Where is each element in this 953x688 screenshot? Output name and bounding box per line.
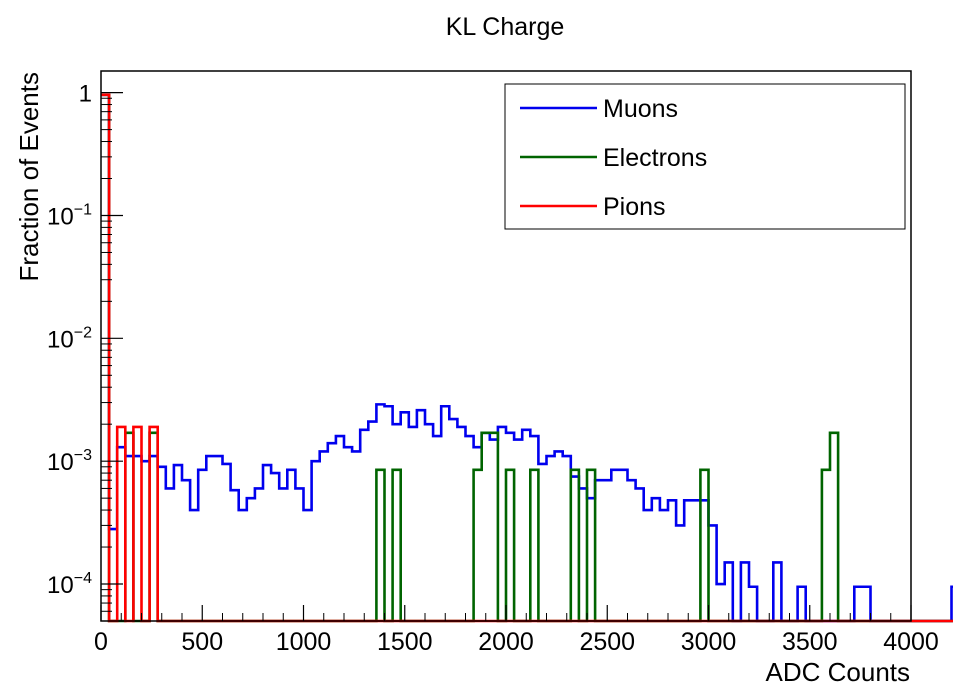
legend: Muons Electrons Pions — [504, 83, 906, 230]
x-tick-label: 2500 — [579, 628, 635, 656]
x-tick-label: 1500 — [377, 628, 433, 656]
y-axis: 10−4 10−3 10−2 10−1 1 — [47, 81, 123, 622]
x-tick-label: 0 — [94, 628, 108, 656]
x-tick-label: 3000 — [681, 628, 737, 656]
legend-label-muons: Muons — [603, 95, 678, 123]
x-tick-label: 2000 — [478, 628, 534, 656]
x-tick-label: 4000 — [883, 628, 939, 656]
x-tick-label: 1000 — [276, 628, 332, 656]
y-axis-label: Fraction of Events — [14, 72, 44, 282]
x-tick-label: 500 — [181, 628, 223, 656]
y-tick-label: 10−2 — [47, 324, 92, 353]
legend-label-electrons: Electrons — [603, 144, 707, 172]
x-tick-label: 3500 — [782, 628, 838, 656]
x-axis: 0 500 1000 1500 2000 2500 3000 3500 4000 — [94, 605, 939, 656]
chart-title: KL Charge — [446, 13, 565, 41]
legend-label-pions: Pions — [603, 193, 666, 221]
series-line-muons — [101, 93, 953, 623]
y-tick-label: 10−4 — [47, 570, 92, 599]
y-tick-label: 10−3 — [47, 447, 92, 476]
x-axis-label: ADC Counts — [766, 657, 911, 687]
y-tick-label: 1 — [79, 81, 92, 108]
y-tick-label: 10−1 — [47, 201, 92, 230]
